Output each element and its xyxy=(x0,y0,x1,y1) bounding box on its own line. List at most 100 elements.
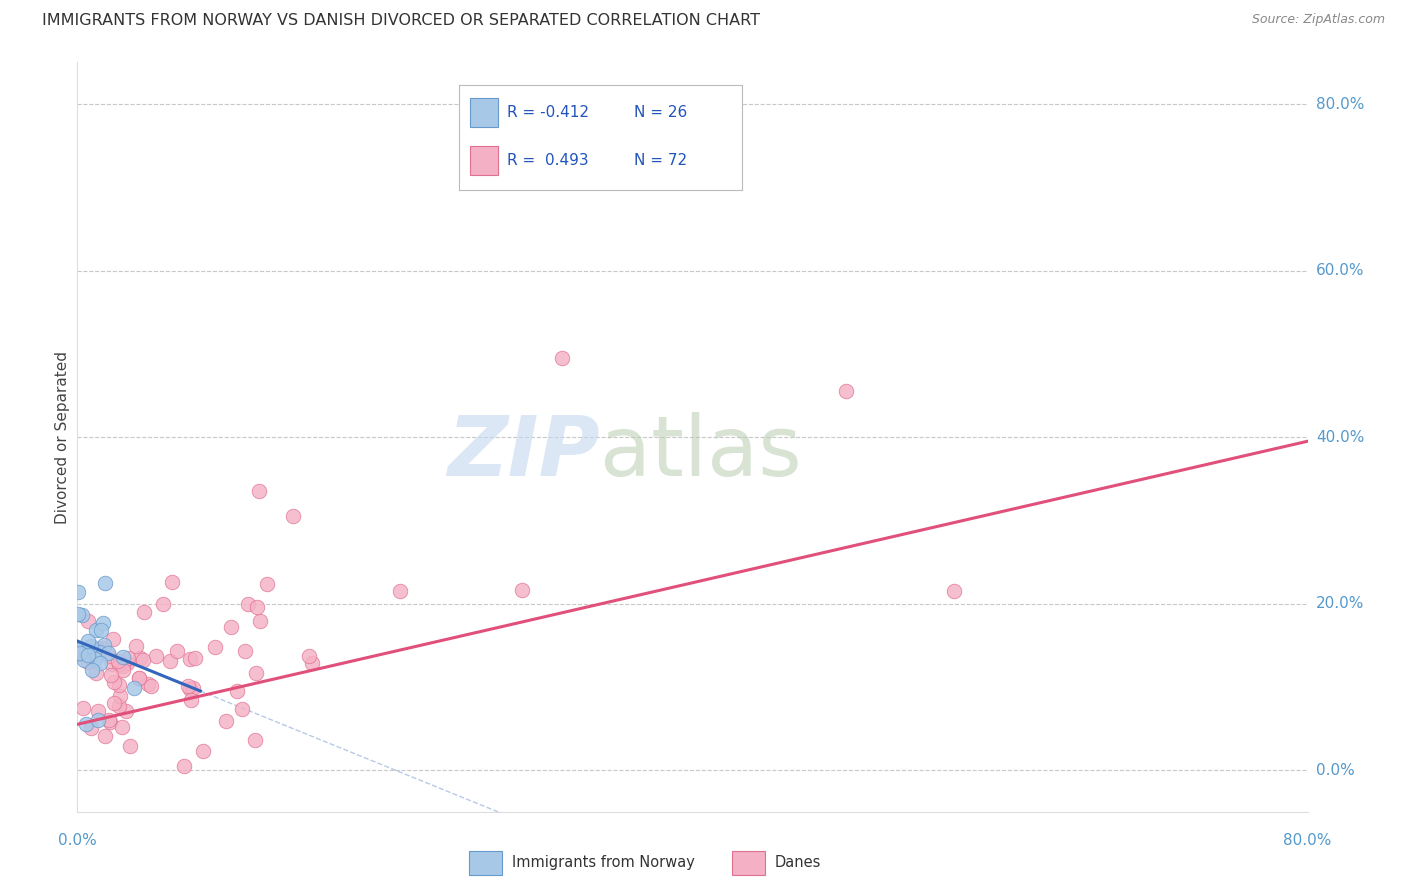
Point xyxy=(301,657,323,671)
Text: ZIP: ZIP xyxy=(447,411,600,492)
Point xyxy=(132,653,155,667)
Point xyxy=(115,656,138,670)
Point xyxy=(67,647,90,661)
Point xyxy=(79,640,101,655)
Point xyxy=(298,649,321,664)
Text: 40.0%: 40.0% xyxy=(1316,430,1364,444)
Point xyxy=(247,484,270,499)
Point xyxy=(103,674,125,689)
Point xyxy=(93,639,115,653)
Point xyxy=(191,744,214,758)
Point xyxy=(145,649,167,664)
Point xyxy=(112,663,135,677)
Point xyxy=(101,657,124,671)
Point xyxy=(98,649,121,664)
Text: R =  0.493: R = 0.493 xyxy=(506,153,589,168)
Point xyxy=(70,607,93,622)
Point xyxy=(389,584,412,599)
Point xyxy=(87,641,110,656)
Point xyxy=(136,677,159,691)
Text: Immigrants from Norway: Immigrants from Norway xyxy=(512,855,695,870)
Point xyxy=(77,614,100,628)
Point xyxy=(159,654,181,668)
Point xyxy=(139,679,162,693)
Text: 20.0%: 20.0% xyxy=(1316,596,1364,611)
Point xyxy=(87,713,110,727)
Point xyxy=(204,640,226,655)
Bar xyxy=(468,851,502,875)
Point xyxy=(219,619,242,633)
Text: atlas: atlas xyxy=(600,411,801,492)
Text: R = -0.412: R = -0.412 xyxy=(506,104,589,120)
Point xyxy=(134,605,156,619)
Text: IMMIGRANTS FROM NORWAY VS DANISH DIVORCED OR SEPARATED CORRELATION CHART: IMMIGRANTS FROM NORWAY VS DANISH DIVORCE… xyxy=(42,13,761,29)
Point xyxy=(91,615,114,630)
Point xyxy=(93,575,115,590)
Point xyxy=(91,640,114,655)
Text: 0.0%: 0.0% xyxy=(58,832,97,847)
Point xyxy=(180,692,202,706)
Text: 0.0%: 0.0% xyxy=(1316,763,1354,778)
Point xyxy=(108,677,131,691)
Point xyxy=(80,663,103,677)
Point xyxy=(84,623,107,637)
Point xyxy=(79,639,101,653)
Point xyxy=(243,733,266,747)
Point xyxy=(77,655,100,669)
Point xyxy=(122,681,145,695)
Point xyxy=(69,646,91,660)
Point xyxy=(83,652,105,666)
Point xyxy=(184,651,207,665)
Point xyxy=(166,644,188,658)
Point xyxy=(97,646,120,660)
Point xyxy=(115,704,138,718)
Point xyxy=(120,739,142,753)
Point xyxy=(76,634,98,648)
Point xyxy=(110,720,132,734)
Point xyxy=(98,713,121,727)
Point xyxy=(179,652,201,666)
Point xyxy=(128,672,150,686)
Point xyxy=(128,650,150,665)
Point xyxy=(117,651,139,665)
Point xyxy=(69,641,91,656)
Point xyxy=(94,729,117,743)
Point xyxy=(107,657,129,671)
Bar xyxy=(470,97,498,127)
Bar xyxy=(731,851,765,875)
Point xyxy=(100,714,122,729)
Point xyxy=(231,701,253,715)
Point xyxy=(226,683,249,698)
Point xyxy=(215,714,238,728)
Point xyxy=(89,657,111,671)
Point xyxy=(90,624,112,638)
Text: N = 26: N = 26 xyxy=(634,104,688,120)
Point xyxy=(177,679,200,693)
Point xyxy=(233,644,256,658)
Text: 80.0%: 80.0% xyxy=(1284,832,1331,847)
Point xyxy=(128,671,150,685)
Point xyxy=(249,614,271,628)
Point xyxy=(80,722,103,736)
Point xyxy=(256,576,278,591)
Point xyxy=(179,682,201,697)
Point xyxy=(152,597,174,611)
Text: 80.0%: 80.0% xyxy=(1316,96,1364,112)
Point xyxy=(160,574,183,589)
Text: N = 72: N = 72 xyxy=(634,153,688,168)
Point xyxy=(108,698,131,713)
Bar xyxy=(470,145,498,175)
Point xyxy=(236,597,259,611)
Point xyxy=(67,585,90,599)
Point xyxy=(551,351,574,365)
Point xyxy=(835,384,858,399)
Point xyxy=(75,717,97,731)
Point xyxy=(70,642,93,657)
Point xyxy=(173,759,195,773)
Point xyxy=(72,700,94,714)
Point xyxy=(942,584,965,599)
Point xyxy=(110,689,132,703)
Text: 60.0%: 60.0% xyxy=(1316,263,1364,278)
Point xyxy=(245,665,267,680)
Point xyxy=(100,668,122,682)
